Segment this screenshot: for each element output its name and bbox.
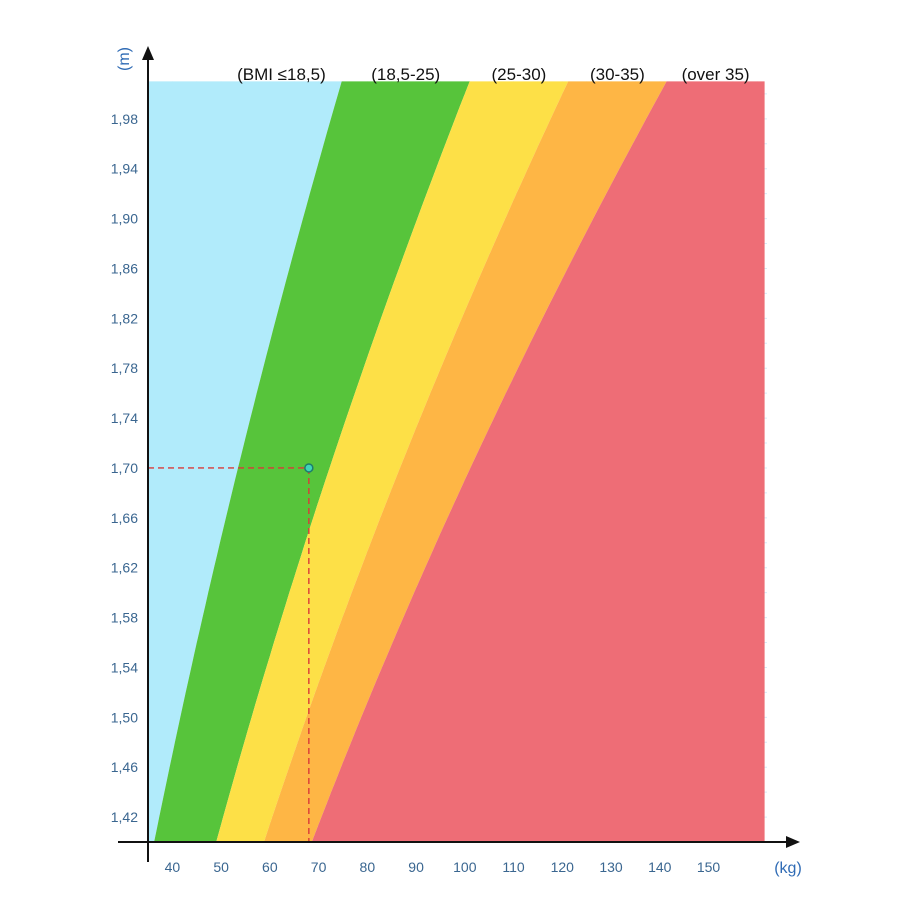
band-labels: (BMI ≤18,5) (18,5-25) (25-30) (30-35) (over …: [237, 65, 750, 84]
y-tick-label: 1,66: [111, 510, 138, 526]
y-tick-label: 1,82: [111, 310, 138, 326]
y-tick-label: 1,70: [111, 460, 138, 476]
y-tick-label: 1,50: [111, 709, 138, 725]
x-tick-label: 70: [311, 859, 327, 875]
y-tick-label: 1,46: [111, 759, 138, 775]
axes: (kg) (m): [116, 46, 802, 877]
band-label: (30-35): [590, 65, 645, 84]
band-label: (25-30): [492, 65, 547, 84]
y-tick-label: 1,54: [111, 659, 138, 675]
x-tick-label: 80: [360, 859, 376, 875]
guide-lines: [148, 467, 310, 842]
x-axis-label: (kg): [774, 860, 802, 877]
x-tick-label: 110: [502, 859, 525, 875]
x-tick-label: 120: [551, 859, 575, 875]
y-tick-label: 1,62: [111, 560, 138, 576]
bmi-band-2: [154, 81, 470, 842]
y-tick-label: 1,74: [111, 410, 138, 426]
x-tick-label: 130: [599, 859, 623, 875]
y-tick-label: 1,86: [111, 260, 138, 276]
bmi-band-3: [216, 81, 569, 842]
tick-labels: 40 50 60 70 80 90 100 110 120 130 140 150 1,42 1,46 1,…: [111, 111, 721, 875]
x-tick-label: 60: [262, 859, 278, 875]
y-tick-label: 1,58: [111, 610, 138, 626]
x-tick-label: 100: [453, 859, 477, 875]
y-axis-label: (m): [116, 47, 133, 71]
bmi-band-1: [148, 81, 342, 842]
y-tick-label: 1,78: [111, 360, 138, 376]
y-tick-label: 1,42: [111, 809, 138, 825]
bmi-bands: [148, 81, 765, 842]
x-tick-label: 50: [213, 859, 229, 875]
x-tick-label: 40: [165, 859, 181, 875]
y-tick-label: 1,90: [111, 211, 138, 227]
highlight-point: [304, 463, 314, 473]
x-axis-arrow-icon: [786, 836, 800, 848]
x-tick-label: 150: [697, 859, 721, 875]
y-axis-arrow-icon: [142, 46, 154, 60]
bmi-band-4: [264, 81, 667, 842]
x-tick-label: 90: [408, 859, 424, 875]
y-tick-label: 1,94: [111, 161, 138, 177]
bmi-band-5: [311, 81, 765, 842]
x-tick-label: 140: [648, 859, 672, 875]
y-tick-label: 1,98: [111, 111, 138, 127]
band-label: (BMI ≤18,5): [237, 65, 326, 84]
highlight-layer: [304, 463, 314, 473]
band-label: (over 35): [682, 65, 750, 84]
band-label: (18,5-25): [371, 65, 440, 84]
